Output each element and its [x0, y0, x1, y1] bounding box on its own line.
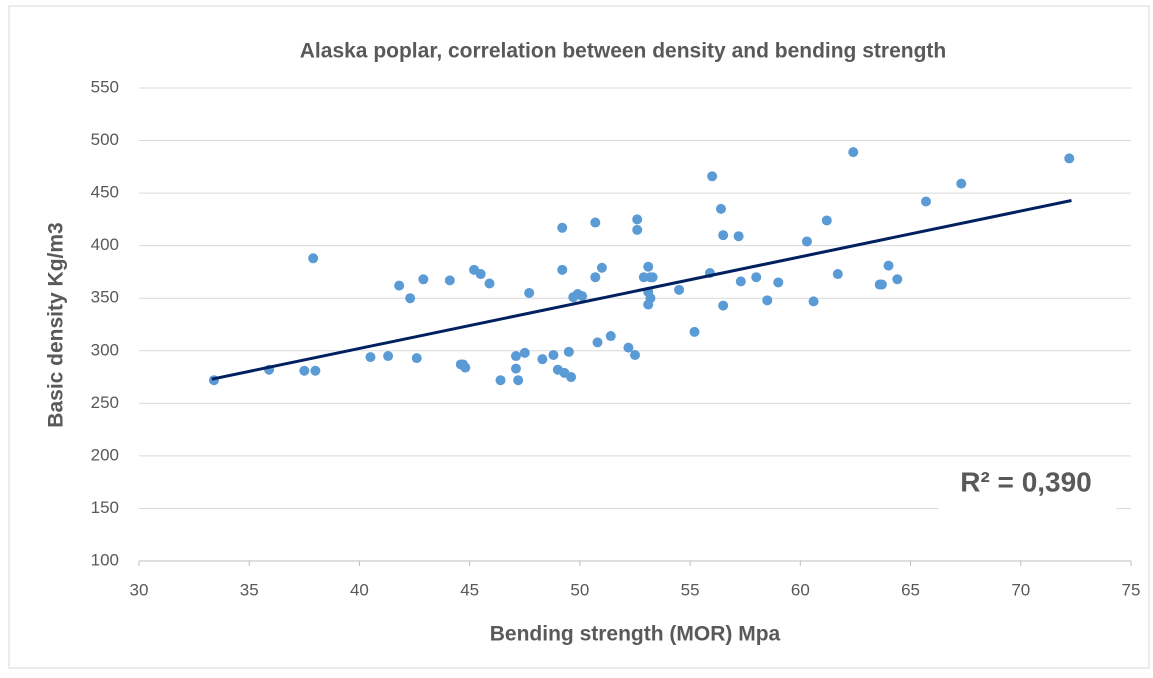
point [510, 363, 521, 374]
y-tick-label: 450 [91, 183, 119, 202]
point [418, 274, 429, 285]
point [590, 217, 601, 228]
y-tick-label: 550 [91, 77, 119, 96]
point [773, 277, 784, 288]
point [394, 280, 405, 291]
point [1064, 153, 1075, 164]
point [735, 276, 746, 287]
x-tick-label: 45 [460, 580, 479, 599]
annotation-box [938, 457, 1116, 509]
trendline [211, 199, 1072, 381]
annotation: R² = 0,390 [960, 466, 1092, 497]
point [647, 272, 658, 283]
point [674, 284, 685, 295]
chart-border [8, 5, 1150, 669]
point [645, 293, 656, 304]
point [460, 362, 471, 373]
point [495, 375, 506, 386]
point [596, 262, 607, 273]
y-tick-label: 500 [91, 130, 119, 149]
point [956, 178, 967, 189]
x-tick-label: 40 [350, 580, 369, 599]
point [848, 147, 859, 158]
y-tick-label: 200 [91, 445, 119, 464]
point [411, 353, 422, 364]
point [630, 349, 640, 360]
x-tick-label: 50 [570, 580, 589, 599]
point [537, 354, 548, 365]
point [632, 214, 643, 225]
point [383, 351, 394, 362]
point [365, 352, 376, 363]
point [548, 349, 559, 360]
x-tick-label: 65 [901, 580, 920, 599]
x-axis-label: Bending strength (MOR) Mpa [490, 623, 781, 646]
point [762, 295, 773, 306]
point [308, 253, 319, 264]
point [920, 196, 931, 207]
point [484, 278, 495, 289]
point [577, 291, 588, 302]
point [623, 342, 634, 353]
point [632, 224, 643, 235]
point [883, 260, 894, 271]
x-tick-label: 55 [681, 580, 700, 599]
point [832, 269, 843, 280]
point [689, 326, 700, 337]
chart-title: Alaska poplar, correlation between densi… [300, 40, 946, 63]
y-tick-label: 300 [91, 340, 119, 359]
point [733, 231, 744, 242]
point [566, 372, 577, 383]
point [801, 236, 812, 247]
point [513, 375, 524, 386]
point [718, 300, 729, 311]
point [876, 279, 887, 290]
y-tick-label: 250 [91, 393, 119, 412]
y-tick-label: 150 [91, 498, 119, 517]
point [643, 261, 654, 272]
point [718, 230, 729, 241]
point [557, 264, 568, 275]
point [821, 215, 832, 226]
y-tick-label: 100 [91, 550, 119, 569]
y-tick-label: 350 [91, 288, 119, 307]
x-tick-label: 75 [1122, 580, 1141, 599]
point [510, 351, 521, 362]
x-tick-label: 35 [240, 580, 259, 599]
x-tick-label: 70 [1011, 580, 1030, 599]
point [519, 347, 530, 358]
point [592, 337, 603, 348]
point [715, 203, 726, 214]
point [808, 296, 819, 307]
point [590, 272, 601, 283]
point [299, 365, 310, 376]
y-tick-label: 400 [91, 235, 119, 254]
point [563, 346, 574, 357]
point [444, 275, 455, 286]
point [892, 274, 903, 285]
point [557, 222, 568, 233]
x-tick-label: 60 [791, 580, 810, 599]
point [475, 269, 486, 280]
point [405, 293, 416, 304]
point [605, 331, 616, 342]
point [707, 171, 718, 182]
point [751, 272, 762, 283]
y-axis-label: Basic density Kg/m3 [45, 222, 68, 427]
x-tick-label: 30 [130, 580, 149, 599]
point [524, 287, 535, 298]
point [310, 365, 321, 376]
